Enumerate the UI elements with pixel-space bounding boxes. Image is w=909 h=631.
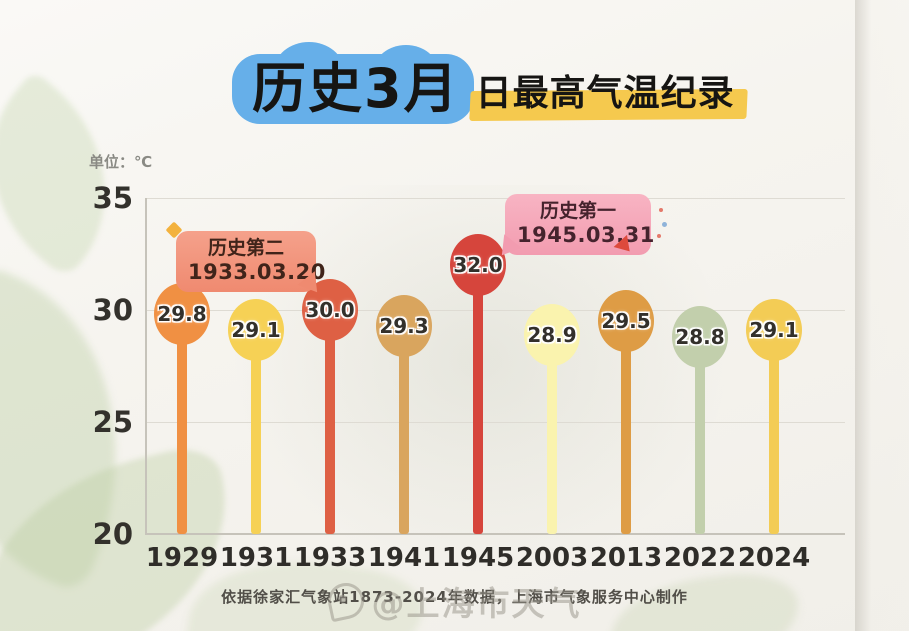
confetti-dot	[657, 234, 661, 238]
value-bubble-1941: 29.3	[376, 294, 432, 357]
x-tick-label-1933: 1933	[293, 543, 367, 573]
callout-date: 1933.03.20	[188, 259, 326, 284]
value-bubble-2022: 28.8	[672, 305, 728, 368]
unit-label: 单位：℃	[89, 153, 153, 171]
value-bubble-2003: 28.9	[524, 303, 580, 366]
value-label-2013: 29.5	[601, 309, 651, 334]
value-label-1945: 32.0	[453, 253, 503, 278]
lollipop-stick-1933	[325, 310, 335, 534]
lollipop-stick-2003	[547, 334, 557, 534]
watermark: @上海市天气	[0, 578, 909, 624]
y-tick-label-30: 30	[92, 293, 133, 327]
value-label-1931: 29.1	[231, 318, 281, 343]
x-tick-label-2003: 2003	[515, 543, 589, 573]
x-tick-label-2022: 2022	[663, 543, 737, 573]
lollipop-stick-2024	[769, 330, 779, 534]
value-label-2024: 29.1	[749, 318, 799, 343]
value-label-1929: 29.8	[157, 302, 207, 327]
title-text-main: 历史3月	[252, 57, 460, 120]
value-bubble-1931: 29.1	[228, 299, 284, 362]
y-tick-label-20: 20	[92, 517, 133, 551]
title-highlighted-part: 历史3月	[232, 42, 474, 126]
lollipop-stick-2013	[621, 321, 631, 534]
lollipop-stick-1941	[399, 325, 409, 534]
gridline-35	[145, 198, 845, 199]
value-bubble-2024: 29.1	[746, 299, 802, 362]
lollipop-stick-1931	[251, 330, 261, 534]
confetti-dot	[659, 208, 663, 212]
weibo-icon	[324, 579, 367, 623]
x-tick-label-2013: 2013	[589, 543, 663, 573]
value-bubble-2013: 29.5	[598, 290, 654, 353]
y-tick-label-25: 25	[92, 405, 133, 439]
watermark-text: @上海市天气	[371, 584, 582, 623]
x-tick-label-1931: 1931	[219, 543, 293, 573]
y-axis-line	[145, 198, 147, 534]
value-label-2003: 28.9	[527, 322, 577, 347]
x-tick-label-1941: 1941	[367, 543, 441, 573]
sparkle-icon	[165, 221, 183, 239]
gridline-25	[145, 422, 845, 423]
leaf-decoration	[0, 69, 157, 281]
x-tick-label-2024: 2024	[737, 543, 811, 573]
value-label-1933: 30.0	[305, 298, 355, 322]
value-label-2022: 28.8	[675, 324, 725, 349]
page-title: 历史3月 日最高气温纪录	[232, 42, 748, 126]
gridline-30	[145, 310, 845, 311]
lollipop-stick-1945	[473, 265, 483, 534]
title-rest-part: 日最高气温纪录	[468, 73, 748, 126]
value-label-1941: 29.3	[379, 313, 429, 338]
x-tick-label-1929: 1929	[145, 543, 219, 573]
y-tick-label-35: 35	[92, 181, 133, 215]
x-axis-line	[145, 533, 845, 535]
confetti-dot	[662, 222, 667, 227]
value-bubble-1929: 29.8	[154, 283, 210, 346]
lollipop-stick-1929	[177, 314, 187, 534]
paper-texture-band	[855, 0, 909, 631]
callout-historical-first: 历史第一 1945.03.31	[486, 194, 667, 271]
callout-rank-label: 历史第二	[207, 237, 284, 259]
callout-historical-second: 历史第二 1933.03.20	[165, 221, 333, 308]
x-tick-label-1945: 1945	[441, 543, 515, 573]
callout-date: 1945.03.31	[517, 222, 655, 247]
title-text-rest: 日最高气温纪录	[475, 73, 735, 114]
value-bubble-1945: 32.0	[450, 234, 506, 297]
lollipop-stick-2022	[695, 336, 705, 534]
callout-rank-label: 历史第一	[539, 200, 616, 222]
